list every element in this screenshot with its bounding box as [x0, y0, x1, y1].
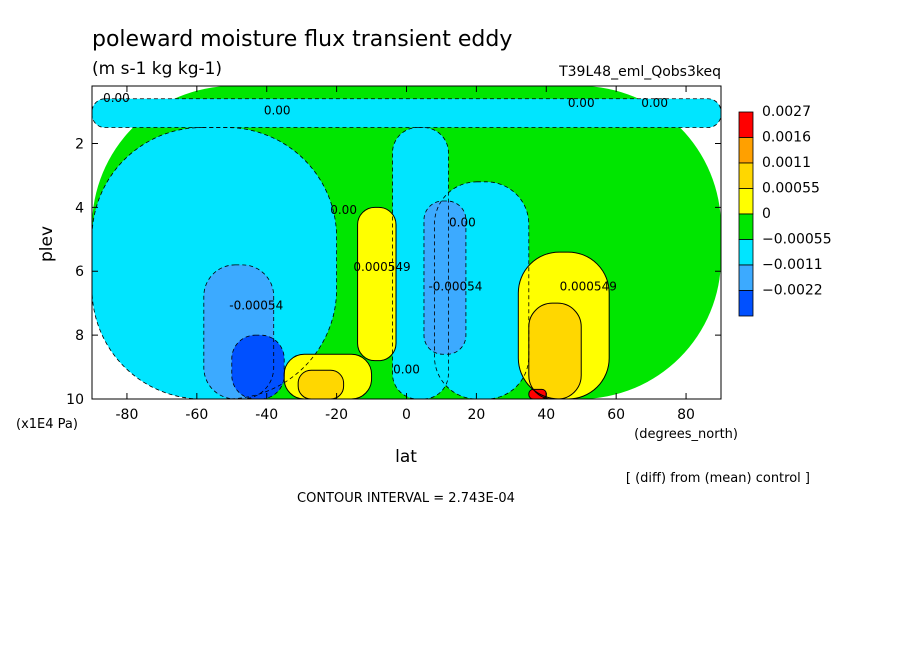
x-tick-label-5: 20 — [467, 407, 485, 423]
contour-interval: CONTOUR INTERVAL = 2.743E-04 — [297, 491, 515, 506]
contour-label-2: 0.00 — [568, 96, 595, 110]
comparison-note: [ (diff) from (mean) control ] — [626, 471, 810, 486]
x-axis-label: lat — [395, 447, 417, 467]
colorbar-swatch-3 — [738, 188, 754, 215]
colorbar-swatch-5 — [738, 239, 754, 266]
contour-region-1 — [92, 98, 721, 128]
contour-line-4 — [434, 181, 530, 399]
x-tick-label-8: 80 — [677, 407, 695, 423]
contour-labels: 0.00 0.00 0.00 0.00 0.00 0.000549 -0.00054 0.00… — [103, 91, 668, 376]
colorbar-swatch-6 — [738, 264, 754, 291]
contour-line-1 — [92, 98, 721, 128]
contour-label-8: -0.00054 — [428, 279, 482, 293]
colorbar-label-6: −0.0011 — [762, 257, 823, 273]
contour-line-12 — [528, 302, 582, 399]
y-tick-label-2: 6 — [75, 264, 84, 280]
y-tick-label-0: 2 — [75, 136, 84, 152]
contour-region-2 — [92, 127, 337, 399]
plot-area: 0.00 0.00 0.00 0.00 0.00 0.000549 -0.00054 0.00… — [91, 85, 722, 400]
x-tick-label-6: 40 — [537, 407, 555, 423]
colorbar-swatch-2 — [738, 162, 754, 189]
colorbar: 0.0027 0.0016 0.0011 0.00055 0 −0.00055 −0.001… — [738, 104, 832, 317]
x-tick-label-3: -20 — [325, 407, 348, 423]
contour-label-6: -0.00054 — [229, 299, 283, 313]
y-tick-label-1: 4 — [75, 200, 84, 216]
colorbar-label-4: 0 — [762, 206, 771, 222]
contour-label-7: 0.00 — [449, 216, 476, 230]
contour-label-0: 0.00 — [103, 91, 130, 105]
contour-region-8 — [357, 207, 397, 361]
y-axis-label: plev — [37, 226, 57, 262]
x-tick-label-0: -80 — [116, 407, 139, 423]
colorbar-label-2: 0.0011 — [762, 155, 811, 171]
contour-line-7 — [423, 200, 467, 355]
colorbar-label-7: −0.0022 — [762, 283, 823, 299]
colorbar-label-3: 0.00055 — [762, 181, 820, 197]
chart-subtitle: (m s-1 kg kg-1) — [92, 59, 222, 79]
colorbar-swatch-7 — [738, 290, 754, 317]
contour-region-6 — [231, 335, 285, 399]
colorbar-swatch-1 — [738, 137, 754, 164]
run-label: T39L48_eml_Qobs3keq — [558, 64, 721, 80]
x-tick-label-2: -40 — [255, 407, 278, 423]
contour-line-8 — [357, 206, 397, 362]
colorbar-swatch-0 — [738, 111, 754, 138]
contour-label-4: 0.00 — [330, 203, 357, 217]
contour-region-7 — [423, 200, 466, 355]
contour-label-3: 0.00 — [641, 96, 668, 110]
y-tick-label-4: 10 — [66, 392, 84, 408]
contour-line-11 — [517, 251, 610, 399]
y-axis-units: (x1E4 Pa) — [16, 417, 78, 432]
colorbar-swatch-4 — [738, 213, 754, 240]
contour-label-5: 0.000549 — [353, 260, 410, 274]
colorbar-label-1: 0.0016 — [762, 130, 811, 146]
contour-label-10: 0.00 — [393, 362, 420, 376]
y-axis-ticks: 2 4 6 8 10 — [66, 136, 721, 408]
contour-fill-regions — [92, 86, 721, 399]
contour-region-12 — [528, 303, 582, 399]
y-tick-label-3: 8 — [75, 328, 84, 344]
colorbar-label-5: −0.00055 — [762, 232, 832, 248]
x-tick-label-4: 0 — [402, 407, 411, 423]
contour-region-10 — [298, 370, 344, 399]
x-tick-label-1: -60 — [185, 407, 208, 423]
x-axis-ticks: -80 -60 -40 -20 0 20 40 60 80 — [116, 86, 695, 423]
contour-line-5 — [203, 264, 275, 399]
chart-title: poleward moisture flux transient eddy — [92, 27, 512, 52]
contour-label-9: 0.000549 — [560, 279, 617, 293]
x-tick-label-7: 60 — [607, 407, 625, 423]
colorbar-label-0: 0.0027 — [762, 104, 811, 120]
x-axis-units: (degrees_north) — [634, 427, 738, 442]
contour-label-1: 0.00 — [264, 104, 291, 118]
